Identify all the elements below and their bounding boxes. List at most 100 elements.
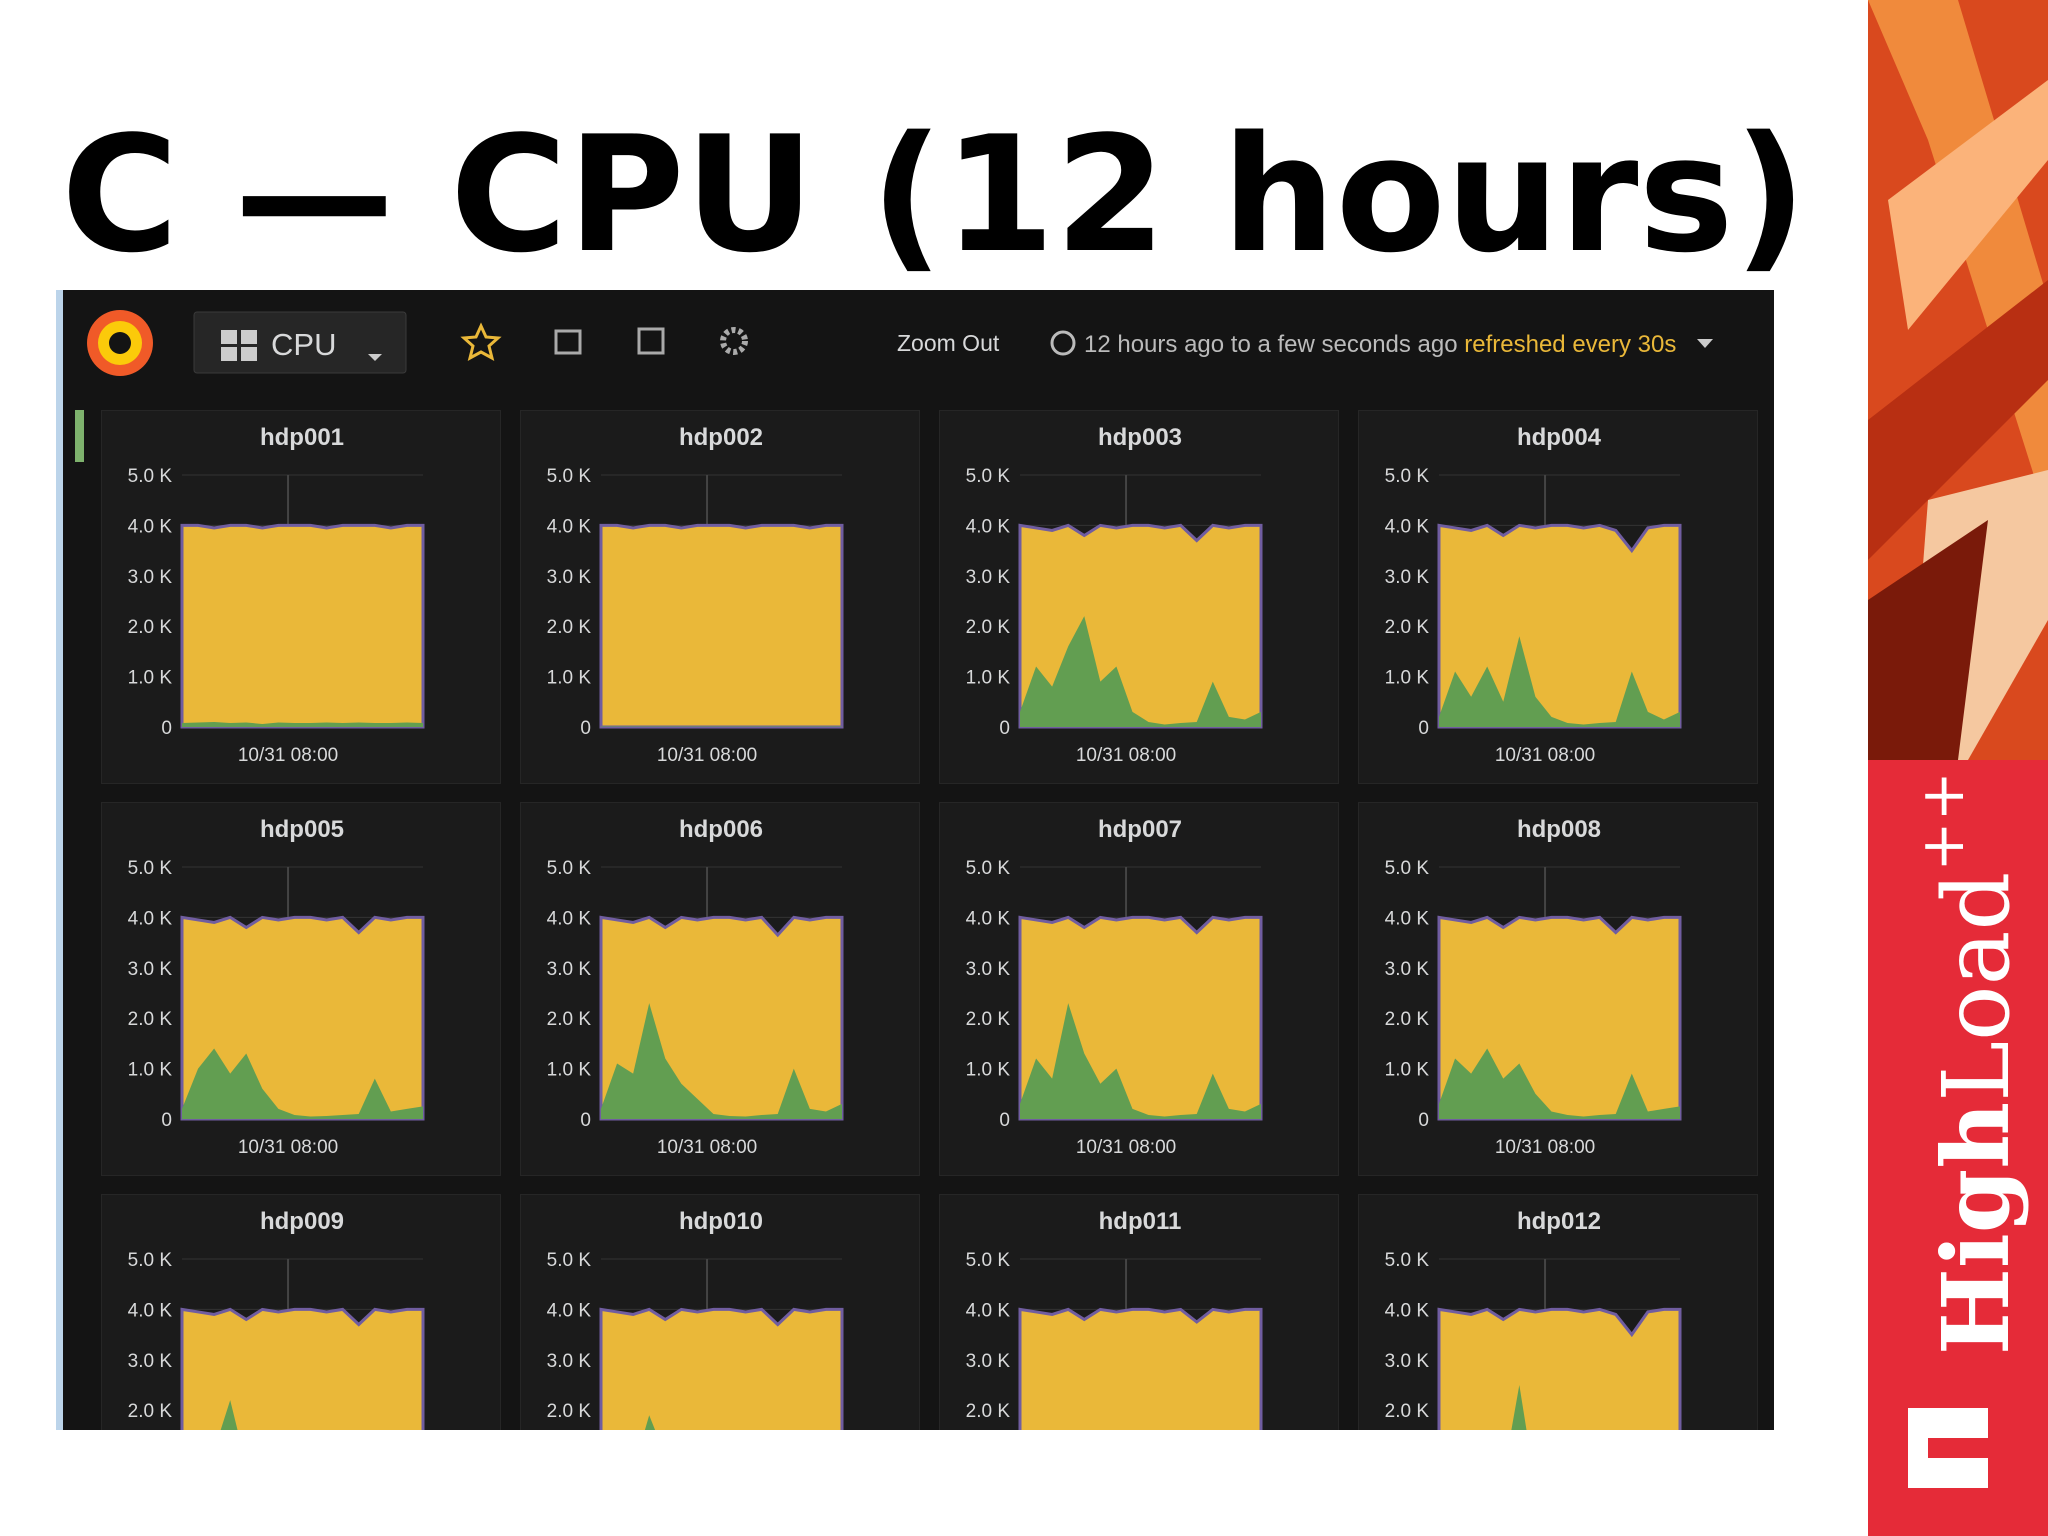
save-icon[interactable] [637,327,665,355]
y-tick-label: 4.0 K [1385,1300,1430,1321]
area [601,1003,842,1119]
panel-title: hdp004 [1517,424,1602,451]
y-tick-label: 5.0 K [966,858,1011,879]
brand-high: High [1922,1102,2030,1355]
y-tick-label: 1.0 K [128,1060,173,1081]
y-tick-label: 2.0 K [966,1401,1011,1422]
y-tick-label: 2.0 K [1385,1401,1430,1422]
y-tick-label: 1.0 K [966,668,1011,689]
panel[interactable]: hdp005 0 1.0 K 2.0 K 3.0 K 4.0 K 5.0 K 10/31 08… [101,802,501,1176]
y-tick-label: 3.0 K [966,959,1011,980]
y-tick-label: 3.0 K [128,567,173,588]
y-tick-label: 4.0 K [547,908,592,929]
panel-title: hdp011 [1099,1208,1182,1235]
panel[interactable]: hdp007 0 1.0 K 2.0 K 3.0 K 4.0 K 5.0 K 10/31 08… [939,802,1339,1176]
panel-title: hdp010 [679,1208,763,1235]
area [1020,616,1261,727]
panel[interactable]: hdp006 0 1.0 K 2.0 K 3.0 K 4.0 K 5.0 K 10/31 08… [520,802,920,1176]
y-tick-label: 1.0 K [128,668,173,689]
x-tick-label: 10/31 08:00 [238,745,338,766]
y-tick-label: 1.0 K [1385,1060,1430,1081]
area [1511,1385,1527,1430]
panel-chart: hdp007 0 1.0 K 2.0 K 3.0 K 4.0 K 5.0 K 10/31 08… [966,816,1263,1158]
y-tick-label: 2.0 K [128,1401,173,1422]
share-icon[interactable] [554,329,582,355]
y-tick-label: 5.0 K [128,1250,173,1271]
area [599,523,844,729]
y-tick-label: 4.0 K [547,1300,592,1321]
x-tick-label: 10/31 08:00 [1076,1137,1176,1158]
time-range-text: 12 hours ago to a few seconds ago [1084,331,1458,358]
y-tick-label: 2.0 K [128,1009,173,1030]
y-tick-label: 5.0 K [1385,1250,1430,1271]
zoom-out[interactable]: Zoom Out [897,330,1000,356]
y-tick-label: 3.0 K [966,567,1011,588]
x-tick-label: 10/31 08:00 [657,745,757,766]
area [1437,523,1682,729]
time-range[interactable]: 12 hours ago to a few seconds ago refres… [1084,331,1676,358]
y-tick-label: 2.0 K [547,1401,592,1422]
settings-icon[interactable] [720,327,748,355]
panel[interactable]: hdp001 0 1.0 K 2.0 K 3.0 K 4.0 K 5.0 K 10/31 08… [101,410,501,784]
area [182,1048,423,1119]
y-tick-label: 5.0 K [128,466,173,487]
star-icon[interactable] [460,322,502,361]
pattern [1888,80,2048,330]
y-tick-label: 2.0 K [128,617,173,638]
area [1020,1003,1261,1119]
area [1439,1048,1680,1119]
panel-chart: hdp006 0 1.0 K 2.0 K 3.0 K 4.0 K 5.0 K 10/31 08… [547,816,844,1158]
y-tick-label: 2.0 K [1385,617,1430,638]
y-tick-label: 4.0 K [1385,516,1430,537]
y-tick-label: 3.0 K [547,567,592,588]
brand-plus: ++ [1908,771,1978,872]
slide-title: C — CPU (12 hours) [61,101,1807,288]
y-tick-label: 5.0 K [128,858,173,879]
y-tick-label: 4.0 K [128,908,173,929]
panel[interactable]: hdp003 0 1.0 K 2.0 K 3.0 K 4.0 K 5.0 K 10/31 08… [939,410,1339,784]
caret [1697,339,1713,348]
grafana-screenshot: CPU Zoom Out 12 hours ago to a few secon… [56,290,1774,1430]
y-tick-label: 3.0 K [547,959,592,980]
pattern [1868,520,1988,760]
panel-title: hdp012 [1517,1208,1601,1235]
x-tick-label: 10/31 08:00 [1495,1137,1595,1158]
y-tick-label: 3.0 K [966,1351,1011,1372]
y-tick-label: 0 [999,718,1010,739]
toolbar: CPU Zoom Out 12 hours ago to a few secon… [63,290,1774,390]
area [1437,1307,1682,1430]
dashboard-name[interactable]: CPU [271,327,336,362]
panel[interactable]: hdp008 0 1.0 K 2.0 K 3.0 K 4.0 K 5.0 K 10/31 08… [1358,802,1758,1176]
y-tick-label: 0 [161,718,172,739]
brand-text: HighLoad++ [1908,771,2030,1355]
y-tick-label: 0 [999,1110,1010,1131]
panel-title: hdp005 [260,816,344,843]
y-tick-label: 4.0 K [1385,908,1430,929]
y-tick-label: 2.0 K [1385,1009,1430,1030]
area [1439,636,1680,727]
panel[interactable]: hdp002 0 1.0 K 2.0 K 3.0 K 4.0 K 5.0 K 10/31 08… [520,410,920,784]
y-tick-label: 2.0 K [966,1009,1011,1030]
panel[interactable]: hdp004 0 1.0 K 2.0 K 3.0 K 4.0 K 5.0 K 10/31 08… [1358,410,1758,784]
y-tick-label: 1.0 K [547,1060,592,1081]
refresh-text: refreshed every 30s [1464,331,1676,358]
y-tick-label: 1.0 K [966,1060,1011,1081]
panel-title: hdp009 [260,1208,344,1235]
area [644,1415,656,1430]
grid-icon [241,347,257,361]
grid-icon [221,347,237,361]
y-tick-label: 4.0 K [547,516,592,537]
pattern [1868,280,2048,560]
grafana-logo-core [109,332,131,354]
y-tick-label: 5.0 K [547,466,592,487]
caret [368,354,382,361]
y-tick-label: 2.0 K [547,617,592,638]
y-tick-label: 2.0 K [966,617,1011,638]
y-tick-label: 5.0 K [547,858,592,879]
